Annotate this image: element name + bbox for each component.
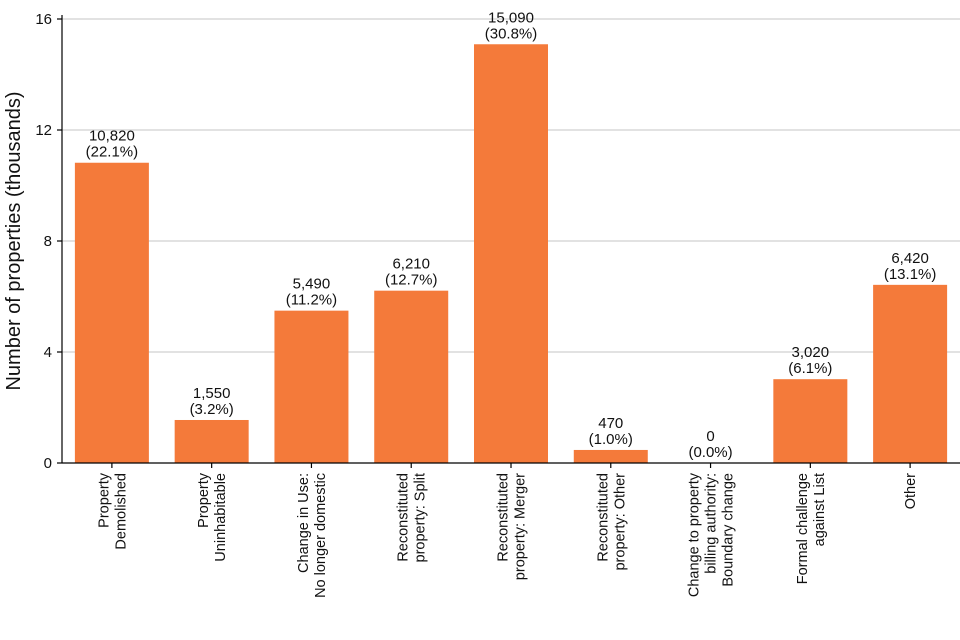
data-label-3-0: 6,210 [392, 256, 430, 273]
category-label-5-0: Reconstituted [595, 473, 611, 562]
data-label-6-1: (0.0%) [688, 444, 732, 461]
category-label-7-0: Formal challenge [795, 473, 811, 584]
data-label-0-1: (22.1%) [86, 144, 139, 161]
category-label-1-0: Property [196, 472, 212, 528]
y-tick-label-3: 12 [35, 122, 52, 139]
category-label-6-2: Boundary change [721, 473, 737, 587]
bar-7 [773, 379, 848, 463]
data-label-8-1: (13.1%) [884, 266, 937, 283]
category-label-3-0: Reconstituted [396, 473, 412, 562]
y-tick-label-0: 0 [44, 455, 52, 472]
y-tick-label-2: 8 [44, 233, 52, 250]
bar-8 [873, 284, 948, 463]
data-label-6-0: 0 [706, 428, 714, 445]
category-label-1-1: Uninhabitable [213, 473, 229, 562]
category-label-7-1: against List [812, 473, 828, 546]
category-label-3-1: property: Split [413, 473, 429, 562]
data-label-5-0: 470 [598, 415, 623, 432]
category-label-0-1: Demolished [113, 473, 129, 550]
data-label-0-0: 10,820 [89, 128, 135, 145]
category-label-4-0: Reconstituted [496, 473, 512, 562]
data-label-3-1: (12.7%) [385, 272, 438, 289]
category-label-6-0: Change to property [687, 472, 703, 597]
category-label-6-1: billing authority: [704, 473, 720, 574]
data-label-7-0: 3,020 [792, 344, 830, 361]
bar-2 [274, 310, 349, 463]
data-label-2-0: 5,490 [293, 276, 331, 293]
data-label-7-1: (6.1%) [788, 360, 832, 377]
y-tick-label-1: 4 [44, 344, 52, 361]
bar-5 [573, 449, 648, 463]
bar-3 [374, 290, 449, 463]
category-label-5-1: property: Other [612, 473, 628, 571]
data-label-1-1: (3.2%) [190, 401, 234, 418]
bars [74, 44, 948, 463]
data-label-1-0: 1,550 [193, 385, 231, 402]
bar-0 [74, 162, 149, 463]
data-label-4-0: 15,090 [488, 9, 534, 26]
category-label-0-0: Property [96, 472, 112, 528]
y-axis-label: Number of properties (thousands) [3, 91, 25, 390]
data-label-4-1: (30.8%) [485, 25, 538, 42]
bar-4 [474, 44, 548, 463]
category-label-2-0: Change in Use: [296, 473, 312, 573]
category-label-4-1: property: Merger [513, 473, 529, 580]
bar-1 [174, 419, 249, 463]
data-label-2-1: (11.2%) [286, 292, 337, 309]
axes [57, 15, 960, 468]
data-label-5-1: (1.0%) [589, 431, 633, 448]
y-tick-label-4: 16 [35, 11, 52, 28]
data-label-8-0: 6,420 [891, 250, 929, 267]
category-label-8-0: Other [903, 473, 919, 509]
category-label-2-1: No longer domestic [313, 473, 329, 598]
